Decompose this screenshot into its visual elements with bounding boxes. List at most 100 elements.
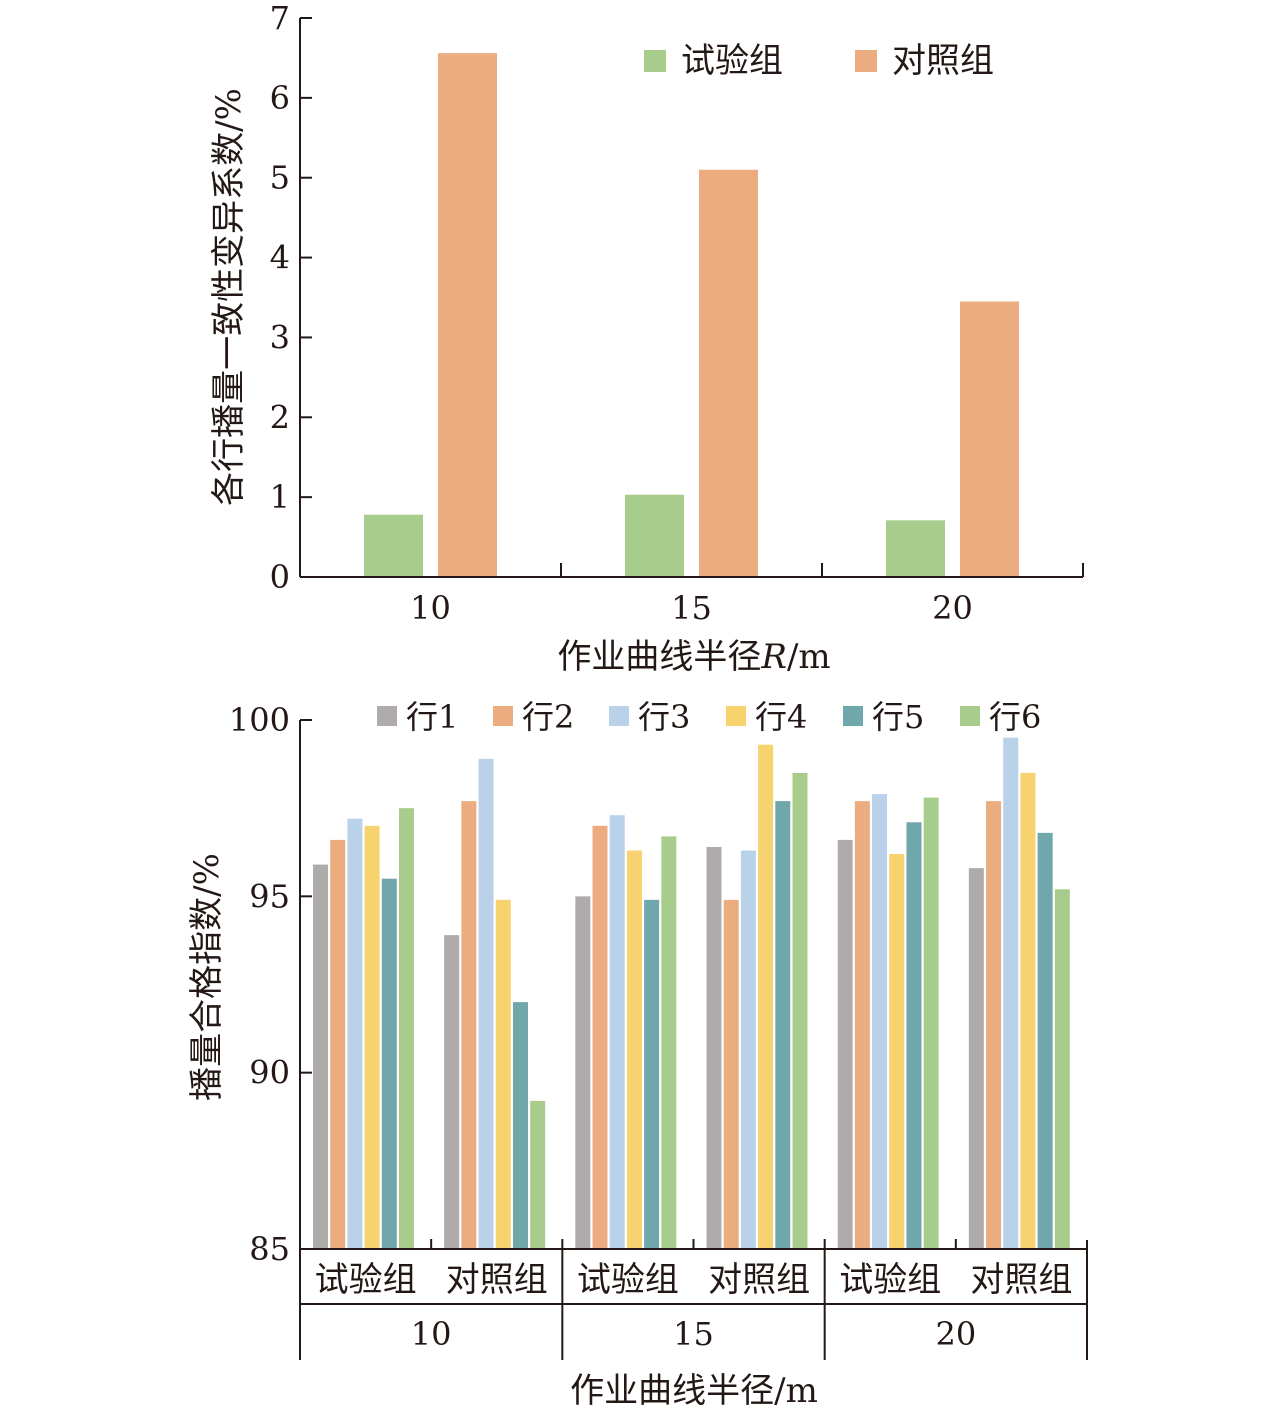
chart2-group-label: 试验组 [315,1260,417,1300]
chart2-bar [609,815,625,1249]
chart2-bar [461,801,477,1249]
chart2-bar [1054,889,1070,1249]
chart2-bars [313,737,1070,1249]
chart2-bar [592,825,608,1249]
chart2-legend-swatch [726,706,746,726]
chart2-bar [512,1002,528,1249]
chart2-bar [706,846,722,1249]
chart1-y-tick-label: 6 [270,79,290,117]
chart2-legend-label: 行6 [989,698,1041,736]
chart2-bar [740,850,756,1249]
chart-cv-by-radius: 0 1 2 3 4 5 6 7 10 15 20 试验组 对照组 各行播量一致性变异系数/% 作业曲… [209,0,1084,677]
chart2-bar [723,899,739,1249]
chart2-group-label: 对照组 [708,1260,810,1300]
chart2-bar [399,808,414,1249]
chart2-bar [313,864,328,1249]
chart2-bar [364,825,380,1249]
chart2-legend-swatch [493,706,513,726]
chart2-bar [347,818,363,1249]
chart1-x-axis-label-unit: /m [787,637,831,677]
chart1-bar [886,520,945,577]
chart1-y-ticks: 0 1 2 3 4 5 6 7 [270,0,312,596]
chart2-y-tick-label: 100 [229,701,290,739]
chart2-bar [644,899,660,1249]
chart2-bar [837,839,853,1249]
chart1-bar [625,494,684,577]
chart2-radius-labels: 10 15 20 [411,1315,976,1353]
chart2-bar [986,801,1002,1249]
chart2-bar [495,899,511,1249]
chart2-radius-label: 10 [411,1315,452,1353]
chart1-y-tick-label: 0 [270,558,290,596]
chart2-bar [1037,832,1053,1249]
chart2-legend-swatch [609,706,629,726]
chart2-legend-label: 行5 [872,698,924,736]
chart1-x-tick-label: 10 [410,589,451,627]
chart2-bar [330,839,346,1249]
chart2-bar [1020,772,1036,1249]
chart2-bar [575,896,591,1249]
chart1-y-tick-label: 4 [270,239,290,277]
chart1-y-tick-label: 5 [270,159,290,197]
chart2-bar [530,1100,546,1249]
chart2-bar [906,822,922,1249]
chart1-x-axis-label-var: R [760,637,787,677]
chart2-legend-label: 行2 [522,698,574,736]
chart1-legend-swatch [855,50,877,72]
chart2-legend-swatch [843,706,863,726]
chart2-bar [968,868,984,1249]
chart1-x-tick-label: 20 [932,589,973,627]
chart1-x-axis-label-text: 作业曲线半径 [557,637,761,677]
chart2-bar [775,801,791,1249]
chart1-legend-label: 试验组 [681,41,783,81]
chart2-bar [758,744,774,1249]
chart1-legend-label: 对照组 [892,41,994,81]
chart2-bar [626,850,642,1249]
chart1-bars [364,53,1019,577]
chart2-bar [381,878,397,1249]
chart2-bar [923,797,939,1249]
chart1-y-tick-label: 2 [270,398,290,436]
chart2-bar [1003,737,1019,1249]
chart1-x-tick-label: 15 [671,589,712,627]
chart1-bar [364,514,423,577]
chart2-bar [478,758,494,1249]
chart1-x-ticks: 10 15 20 [410,563,1084,627]
chart2-group-labels: 试验组 对照组 试验组 对照组 试验组 对照组 [315,1260,1073,1300]
chart1-y-tick-label: 1 [270,478,290,516]
chart2-legend-label: 行3 [638,698,690,736]
chart2-y-ticks: 85 90 95 100 [229,701,312,1268]
chart2-radius-label: 15 [673,1315,714,1353]
chart2-bar [661,836,677,1249]
chart1-bar [699,169,758,577]
chart2-dividers [430,1239,957,1360]
chart2-group-label: 试验组 [839,1260,941,1300]
chart1-x-axis-label: 作业曲线半径R/m [557,637,830,677]
chart2-legend-label: 行4 [755,698,807,736]
chart2-bar [444,935,460,1249]
chart2-y-axis-label: 播量合格指数/% [187,853,227,1101]
chart2-radius-label: 20 [935,1315,976,1353]
chart2-bar [854,801,870,1249]
chart2-y-tick-label: 85 [249,1230,290,1268]
chart1-y-axis-label: 各行播量一致性变异系数/% [209,88,249,506]
chart2-bar [792,772,808,1249]
chart2-group-label: 试验组 [577,1260,679,1300]
chart1-legend: 试验组 对照组 [644,41,994,81]
chart2-legend-swatch [960,706,980,726]
chart2-legend-swatch [377,706,397,726]
chart2-y-tick-label: 90 [249,1054,290,1092]
chart2-x-axis-label: 作业曲线半径/m [570,1371,818,1411]
chart1-y-tick-label: 3 [270,318,290,356]
chart2-group-label: 对照组 [446,1260,548,1300]
chart1-axes [299,18,1083,578]
chart2-y-tick-label: 95 [249,877,290,915]
chart1-y-tick-label: 7 [270,0,290,37]
chart2-legend: 行1 行2 行3 行4 行5 行6 [377,698,1041,736]
chart2-legend-label: 行1 [406,698,458,736]
chart2-group-label: 对照组 [970,1260,1072,1300]
chart2-bar [872,794,888,1249]
chart2-bar [889,854,905,1249]
chart1-legend-swatch [644,50,666,72]
